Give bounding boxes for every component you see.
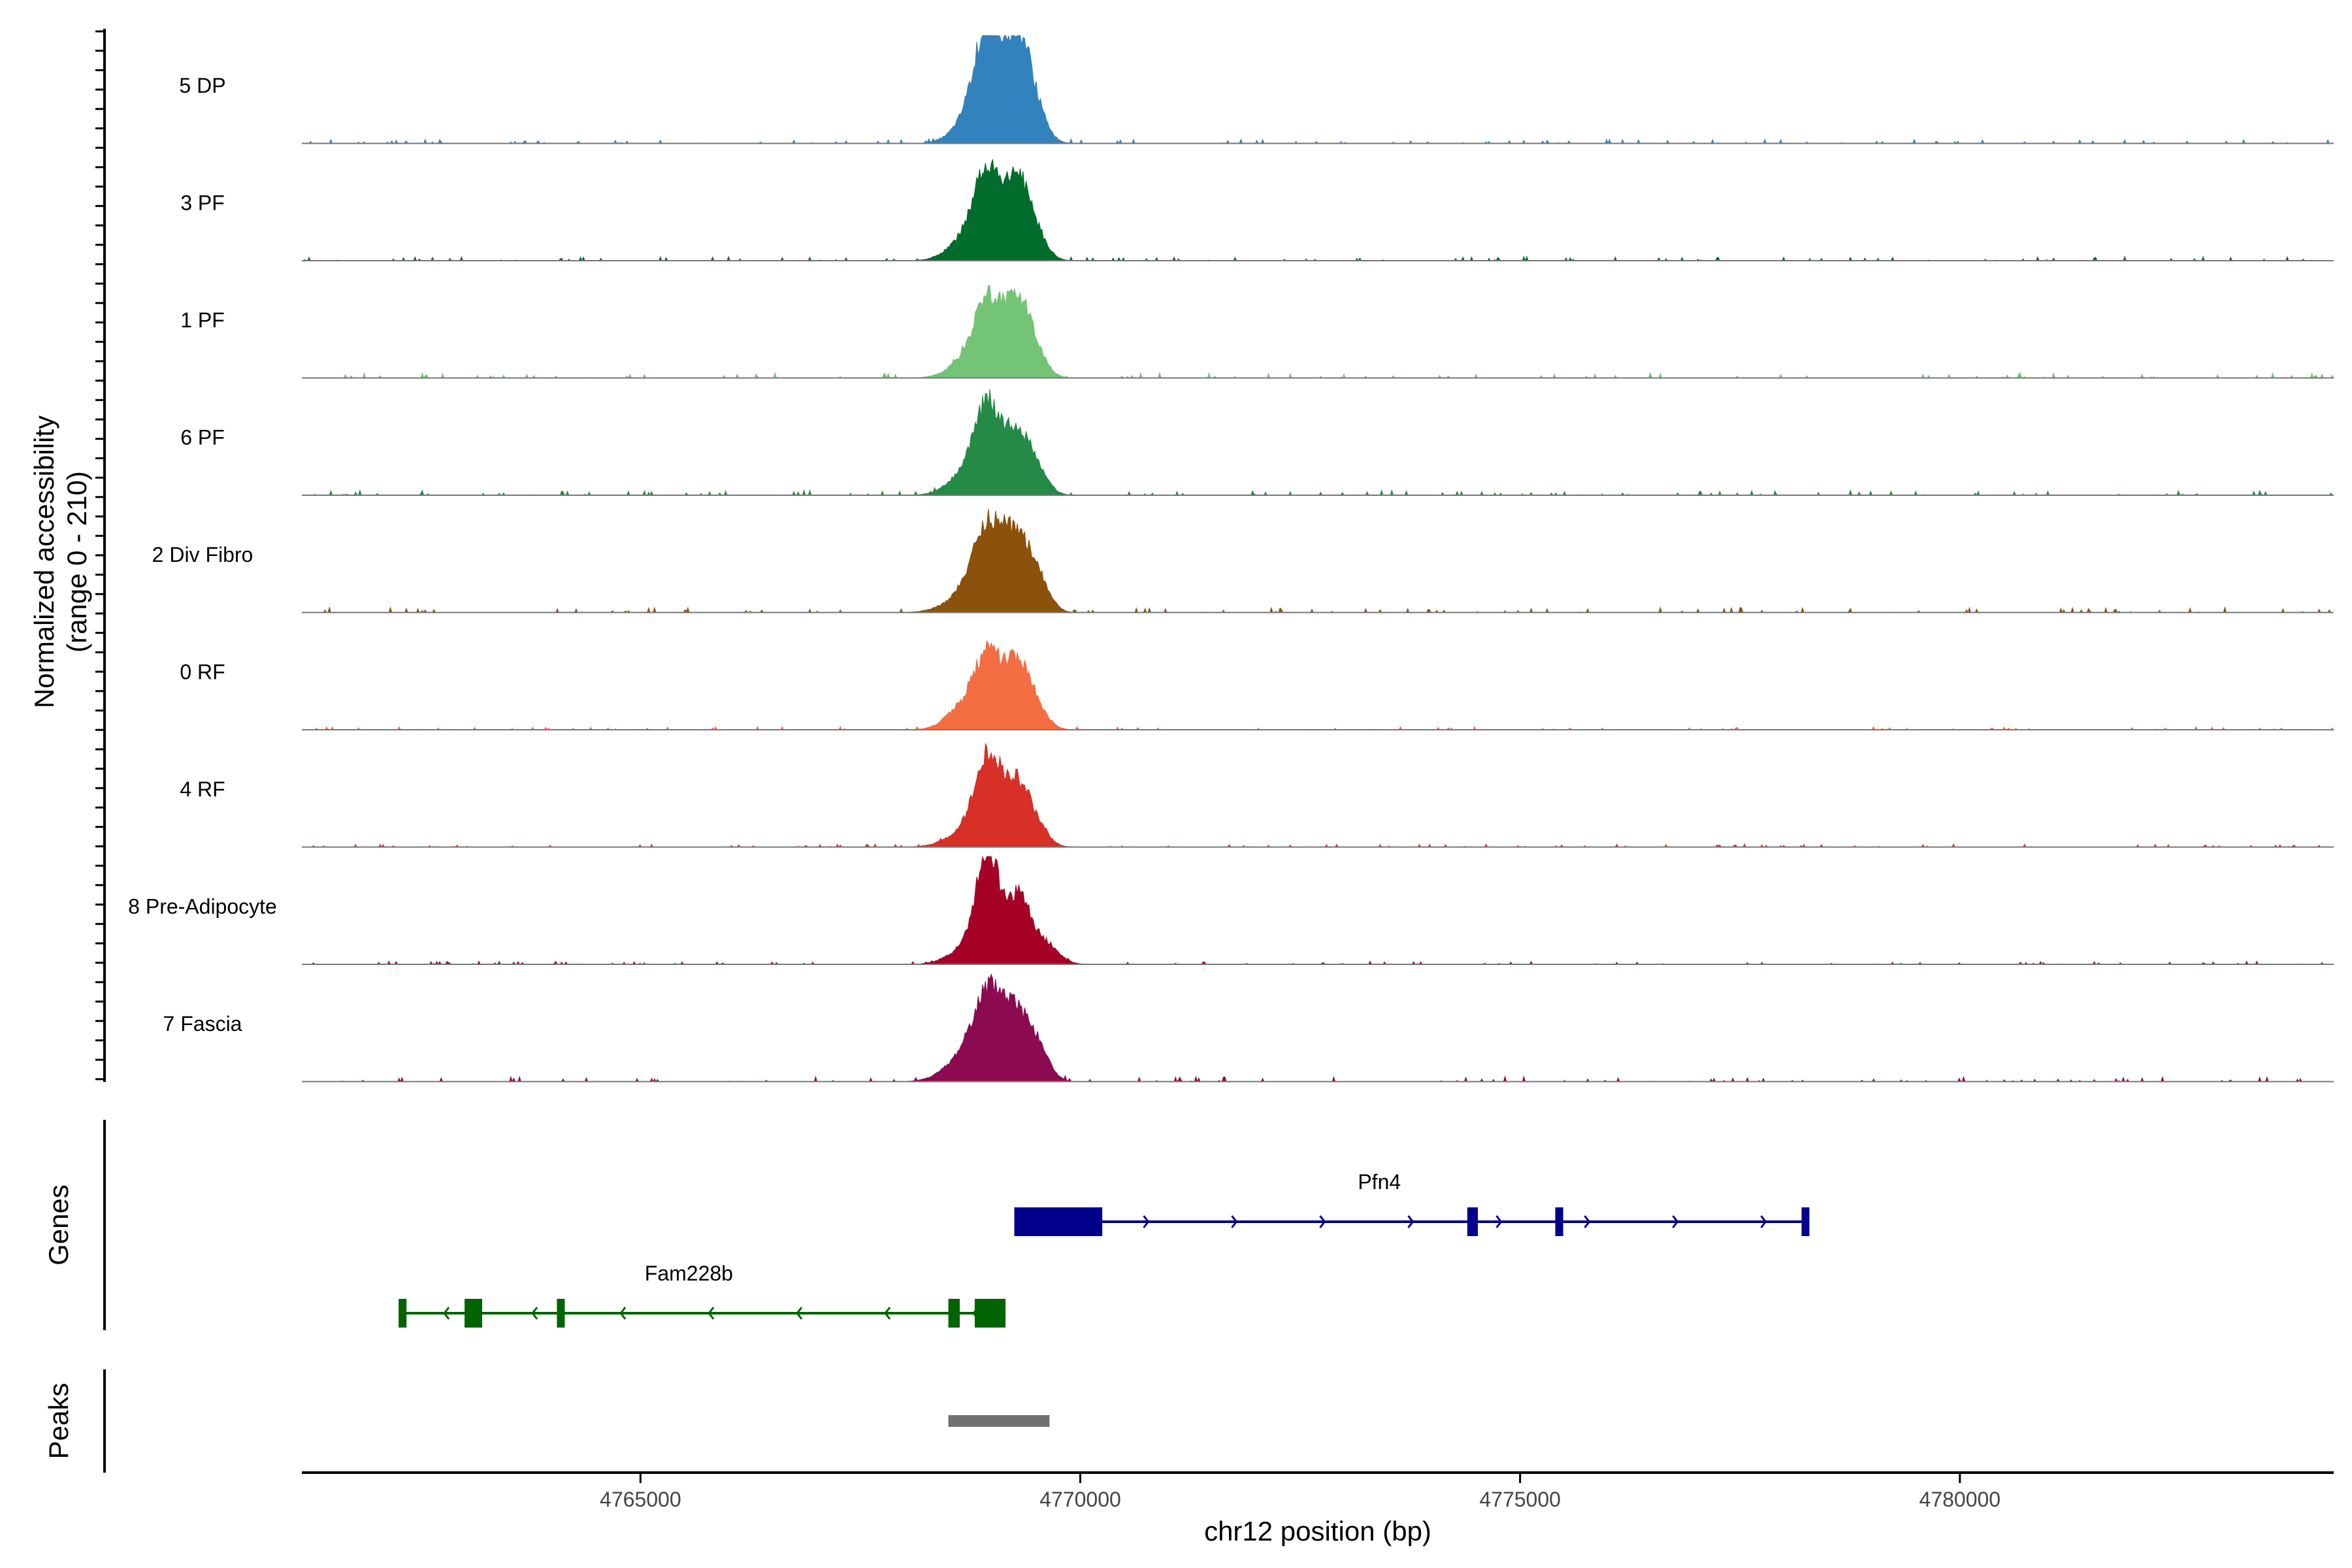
strand-arrow	[619, 1307, 627, 1320]
coverage-area	[302, 856, 2334, 966]
peak-region	[948, 1415, 1050, 1427]
strand-arrow	[1760, 1215, 1767, 1228]
gene-exon	[557, 1299, 565, 1328]
coverage-track: 3 PF	[180, 159, 2334, 262]
track-label: 1 PF	[180, 308, 225, 332]
x-tick-label: 4775000	[1479, 1488, 1561, 1511]
gene-exon	[1801, 1207, 1810, 1236]
x-tick-label: 4780000	[1919, 1488, 2001, 1511]
gene-exon	[1555, 1207, 1563, 1236]
track-label: 4 RF	[180, 777, 225, 801]
coverage-track: 7 Fascia	[163, 973, 2334, 1083]
coverage-area	[302, 743, 2334, 848]
coverage-area	[302, 973, 2334, 1083]
coverage-tracks: 5 DP 3 PF 1 PF 6 PF 2 Div Fibro 0 RF 4 RF 8 Pre…	[128, 35, 2335, 1083]
coverage-track: 4 RF	[180, 743, 2334, 848]
peaks-track	[948, 1415, 1050, 1427]
coverage-area	[302, 508, 2334, 613]
gene-exon	[948, 1299, 960, 1328]
coverage-area	[302, 640, 2335, 730]
strand-arrow	[1231, 1215, 1238, 1228]
coverage-track: 0 RF	[180, 640, 2335, 730]
gene-exon	[399, 1299, 407, 1328]
x-axis-ticks: 4765000 4770000 4775000 4780000	[600, 1473, 2001, 1511]
gene-exon	[465, 1299, 482, 1328]
gene-exon	[1014, 1207, 1103, 1236]
track-label: 6 PF	[180, 426, 225, 449]
coverage-track: 5 DP	[179, 35, 2334, 144]
coverage-area	[302, 159, 2334, 262]
x-tick-label: 4770000	[1039, 1488, 1121, 1511]
gene-name-label: Pfn4	[1358, 1170, 1401, 1194]
strand-arrow	[1584, 1215, 1591, 1228]
strand-arrow	[1407, 1215, 1414, 1228]
gene-name-label: Fam228b	[645, 1262, 733, 1285]
strand-arrow	[708, 1307, 715, 1320]
strand-arrow	[531, 1307, 538, 1320]
coverage-y-axis-ticks	[95, 30, 105, 1081]
x-axis-title: chr12 position (bp)	[1204, 1516, 1431, 1546]
track-label: 5 DP	[179, 74, 225, 97]
y-axis-title-line2: (range 0 - 210)	[61, 471, 92, 653]
strand-arrow	[796, 1307, 803, 1320]
coverage-area	[302, 389, 2334, 497]
coverage-track: 8 Pre-Adipocyte	[128, 856, 2334, 966]
gene-model: Fam228b	[399, 1262, 1006, 1328]
gene-exon	[974, 1299, 1006, 1328]
y-axis-title-line1: Normalized accessibility	[29, 416, 59, 708]
peaks-track-label: Peaks	[43, 1383, 74, 1460]
genes-track-label: Genes	[43, 1184, 74, 1266]
coverage-track: 2 Div Fibro	[152, 508, 2334, 613]
coverage-area	[302, 285, 2334, 379]
gene-exon	[1467, 1207, 1478, 1236]
x-tick-label: 4765000	[600, 1488, 681, 1511]
strand-arrow	[1495, 1215, 1503, 1228]
strand-arrow	[1319, 1215, 1326, 1228]
track-label: 8 Pre-Adipocyte	[128, 895, 277, 919]
track-label: 0 RF	[180, 661, 225, 684]
track-label: 7 Fascia	[163, 1012, 242, 1036]
strand-arrow	[443, 1307, 450, 1320]
gene-model: Pfn4	[1014, 1170, 1810, 1236]
track-label: 2 Div Fibro	[152, 543, 253, 566]
coverage-track: 1 PF	[180, 285, 2334, 379]
strand-arrow	[1143, 1215, 1150, 1228]
strand-arrow	[884, 1307, 891, 1320]
track-label: 3 PF	[180, 191, 225, 215]
coverage-area	[302, 35, 2334, 144]
strand-arrow	[1672, 1215, 1679, 1228]
genes-track: Pfn4 Fam228b	[399, 1170, 1810, 1328]
coverage-track: 6 PF	[180, 389, 2334, 497]
